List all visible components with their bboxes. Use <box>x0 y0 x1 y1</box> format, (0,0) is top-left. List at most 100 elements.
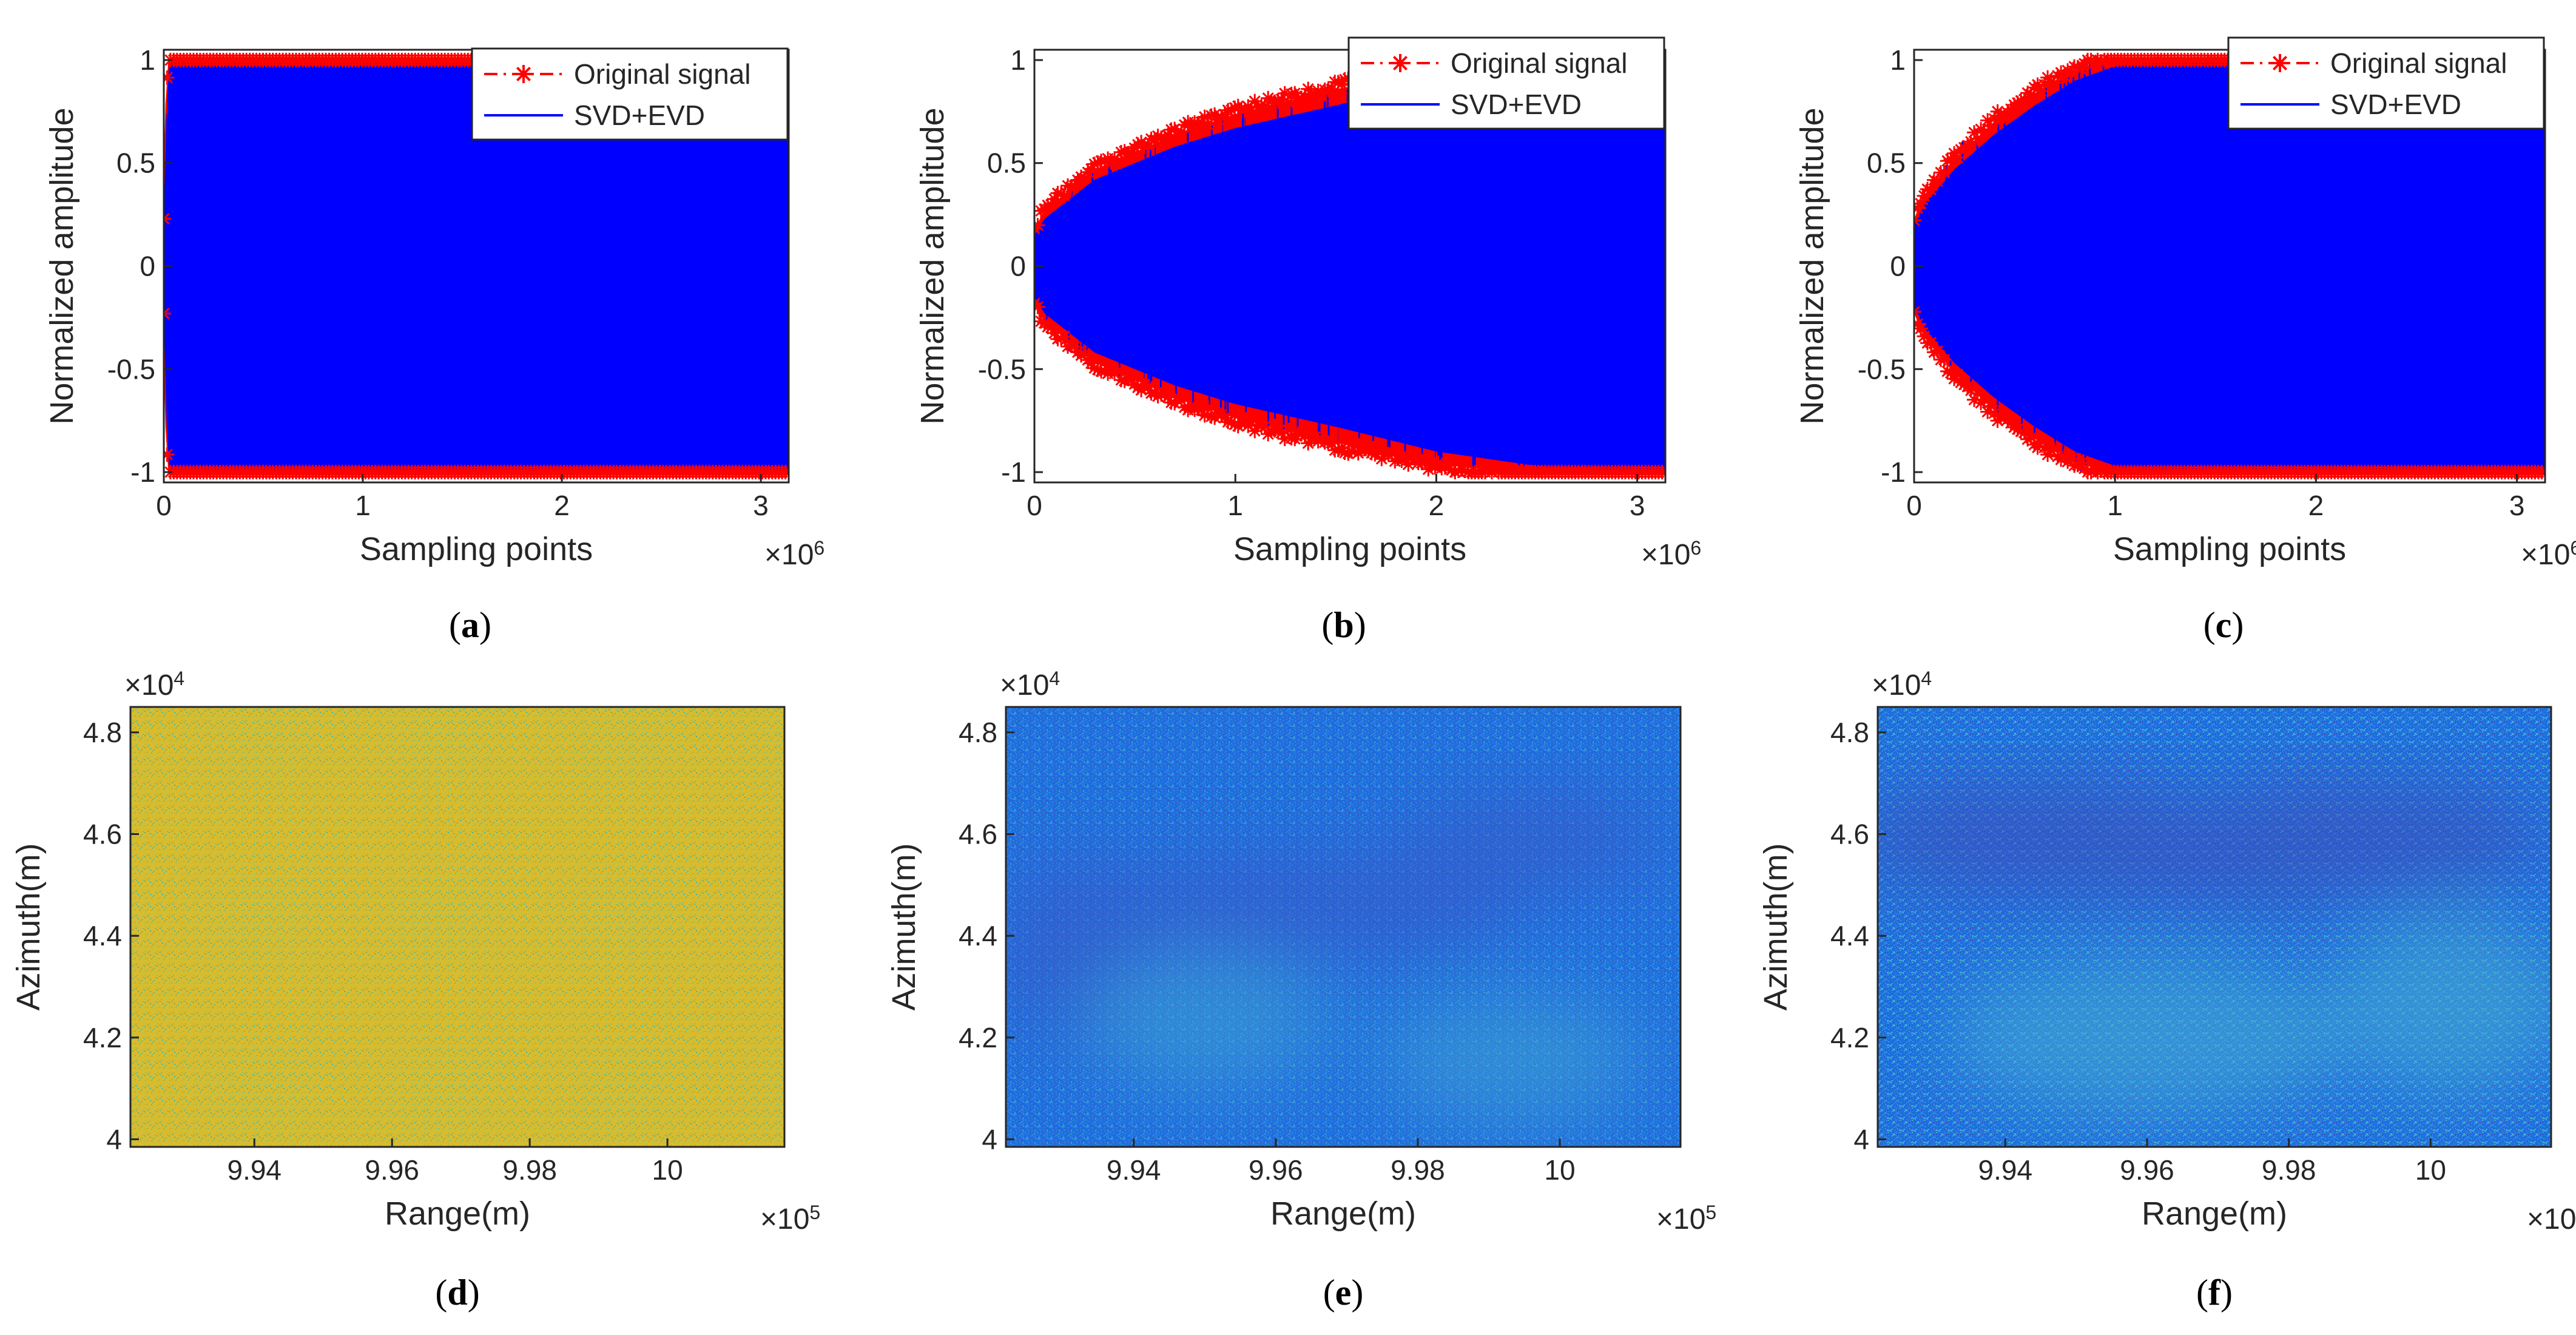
x-multiplier-b: ×106 <box>1641 537 1701 571</box>
x-tick-label-c: 0 <box>1906 490 1922 521</box>
x-tick-label-c: 3 <box>2509 490 2525 521</box>
legend-star-marker-c <box>2271 54 2289 72</box>
x-tick-label-a: 1 <box>355 490 371 521</box>
x-tick-label-d: 10 <box>652 1154 683 1186</box>
y-tick-label-e: 4.4 <box>959 920 997 951</box>
legend-original-signal-label-c: Original signal <box>2330 47 2507 79</box>
y-axis-label-c: Normalized amplitude <box>1794 107 1830 424</box>
y-tick-label-b: -0.5 <box>978 353 1026 385</box>
y-axis-label-d: Azimuth(m) <box>10 843 47 1010</box>
x-multiplier-a: ×106 <box>764 537 824 571</box>
y-tick-label-d: 4.8 <box>83 717 122 748</box>
legend-svd-evd-label-a: SVD+EVD <box>574 100 705 131</box>
heatmap-image-e <box>1006 707 1681 1147</box>
x-tick-label-e: 9.96 <box>1249 1154 1303 1186</box>
y-tick-label-f: 4.8 <box>1830 717 1869 748</box>
y-multiplier-e: ×104 <box>1000 668 1060 701</box>
legend-box-a <box>471 47 789 141</box>
series-svd-evd-b <box>1034 60 1665 472</box>
heatmap-image-f <box>1878 707 2551 1147</box>
legend-star-marker-b <box>1391 54 1409 72</box>
x-tick-label-c: 1 <box>2107 490 2123 521</box>
y-tick-label-c: 0 <box>1890 251 1906 282</box>
chart-a: 0 1 2 3 -1 -0.5 0 0.5 1 Sampling points Normalized… <box>44 44 824 645</box>
y-multiplier-e-text: ×104 <box>1000 668 1060 701</box>
series-svd-evd-c <box>1914 60 2545 472</box>
original-signal-markers-c <box>1914 53 2545 479</box>
y-tick-label-e: 4 <box>982 1123 997 1155</box>
x-tick-label-d: 9.94 <box>227 1154 282 1186</box>
y-tick-label-c: -1 <box>1881 456 1906 488</box>
y-tick-label-a: 0.5 <box>116 147 155 179</box>
axes-box-f <box>1876 706 2552 1148</box>
y-tick-label-f: 4.2 <box>1830 1022 1869 1053</box>
x-axis-label-d: Range(m) <box>385 1195 530 1232</box>
chart-c: 0 1 2 3 -1 -0.5 0 0.5 1 Sampling points Normalized… <box>1794 36 2576 645</box>
caption-f: (f) <box>2196 1272 2233 1313</box>
heatmap-image-d <box>130 707 784 1147</box>
x-tick-label-b: 0 <box>1027 490 1042 521</box>
x-tick-label-f: 9.96 <box>2120 1154 2174 1186</box>
y-tick-label-b: -1 <box>1001 456 1026 488</box>
axes-box-d <box>129 706 786 1148</box>
x-tick-label-b: 2 <box>1429 490 1445 521</box>
x-tick-label-a: 2 <box>554 490 570 521</box>
y-tick-label-f: 4.6 <box>1830 819 1869 850</box>
legend-svd-evd-label-c: SVD+EVD <box>2330 89 2461 120</box>
x-tick-label-b: 3 <box>1630 490 1645 521</box>
x-tick-label-e: 9.94 <box>1107 1154 1161 1186</box>
x-tick-label-d: 9.98 <box>502 1154 557 1186</box>
y-tick-label-e: 4.2 <box>959 1022 997 1053</box>
plot-area-b <box>1034 53 1665 479</box>
y-tick-label-b: 1 <box>1010 44 1026 76</box>
x-axis-label-e: Range(m) <box>1270 1195 1416 1232</box>
x-axis-label-b: Sampling points <box>1233 531 1466 567</box>
y-tick-label-b: 0 <box>1010 251 1026 282</box>
y-axis-label-a: Normalized amplitude <box>44 107 80 424</box>
y-multiplier-d: ×104 <box>124 668 184 701</box>
x-tick-label-f: 9.94 <box>1978 1154 2033 1186</box>
legend-star-marker-a <box>514 65 533 83</box>
y-tick-label-e: 4.8 <box>959 717 997 748</box>
y-axis-label-e: Azimuth(m) <box>886 843 922 1010</box>
y-tick-label-f: 4.4 <box>1830 920 1869 951</box>
x-multiplier-d: ×105 <box>760 1202 820 1235</box>
y-multiplier-f: ×104 <box>1872 668 1932 701</box>
y-axis-label-f: Azimuth(m) <box>1758 843 1794 1010</box>
x-tick-label-d: 9.96 <box>365 1154 419 1186</box>
y-tick-label-d: 4 <box>106 1123 122 1155</box>
x-multiplier-f-text: ×105 <box>2527 1202 2576 1235</box>
legend-box-c <box>2227 36 2545 130</box>
legend-b: Original signal SVD+EVD <box>1347 36 1665 130</box>
legend-c: Original signal SVD+EVD <box>2227 36 2545 130</box>
x-tick-label-a: 3 <box>753 490 769 521</box>
legend-svd-evd-label-b: SVD+EVD <box>1451 89 1582 120</box>
y-multiplier-f-text: ×104 <box>1872 668 1932 701</box>
series-svd-evd-a <box>164 60 789 472</box>
chart-b: 0 1 2 3 -1 -0.5 0 0.5 1 Sampling points Normalized… <box>914 36 1701 645</box>
y-tick-label-c: -0.5 <box>1858 353 1906 385</box>
x-multiplier-c: ×106 <box>2521 537 2576 571</box>
y-tick-label-c: 0.5 <box>1867 147 1906 179</box>
legend-original-signal-label-b: Original signal <box>1451 47 1627 79</box>
x-multiplier-e: ×105 <box>1656 1202 1716 1235</box>
y-tick-label-a: 0 <box>140 251 155 282</box>
x-axis-label-f: Range(m) <box>2142 1195 2287 1232</box>
plot-area-c <box>1914 53 2545 479</box>
axes-box-e <box>1005 706 1682 1148</box>
y-tick-label-d: 4.4 <box>83 920 122 951</box>
y-tick-label-f: 4 <box>1853 1123 1869 1155</box>
y-axis-label-b: Normalized amplitude <box>914 107 951 424</box>
chart-f: 9.94 9.96 9.98 10 4 4.2 4.4 4.6 4.8 Range(m) Azimu… <box>1758 668 2576 1313</box>
chart-d: 9.94 9.96 9.98 10 4 4.2 4.4 4.6 4.8 Range(m) Azimu… <box>10 668 820 1313</box>
x-multiplier-b-text: ×106 <box>1641 537 1701 571</box>
x-tick-label-b: 1 <box>1227 490 1243 521</box>
y-tick-label-a: 1 <box>140 44 155 76</box>
heatmap-regions-f <box>1878 777 2551 1117</box>
original-signal-markers-b <box>1034 53 1665 479</box>
x-multiplier-d-text: ×105 <box>760 1202 820 1235</box>
legend-a: Original signal SVD+EVD <box>471 47 789 141</box>
original-signal-markers-a <box>164 53 789 479</box>
y-tick-label-c: 1 <box>1890 44 1906 76</box>
